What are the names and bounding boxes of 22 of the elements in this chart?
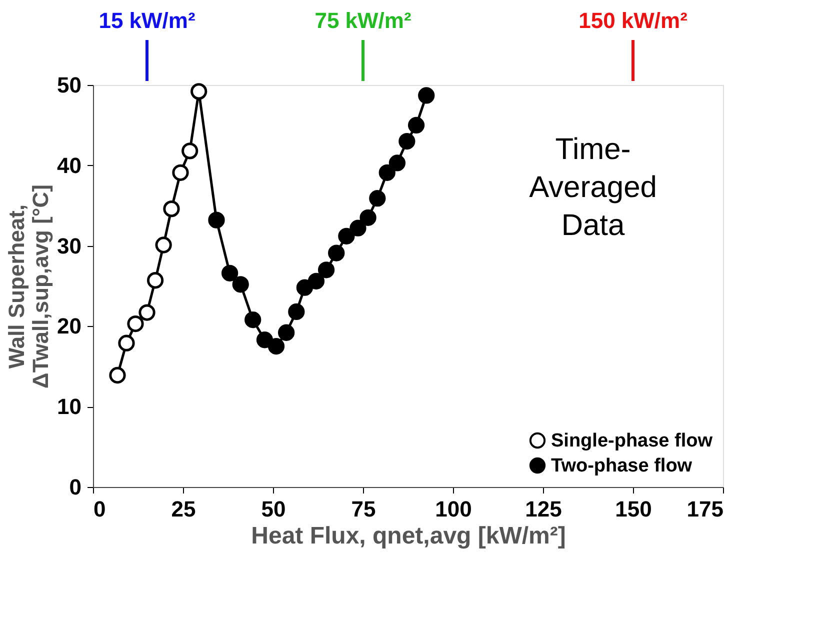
y-tick-label: 20 <box>57 314 82 339</box>
x-tick-label: 175 <box>686 496 724 522</box>
x-tick-label: 125 <box>525 496 562 522</box>
x-tick-label: 0 <box>94 496 106 522</box>
ref-line-label: 15 kW/m² <box>98 8 196 33</box>
x-tick-label: 100 <box>435 496 472 522</box>
ref-line-label: 150 kW/m² <box>578 8 688 33</box>
x-tick-label: 25 <box>171 496 196 522</box>
legend-label: Two-phase flow <box>551 456 692 476</box>
y-tick-label: 30 <box>57 233 82 258</box>
x-tick-label: 50 <box>261 496 286 522</box>
y-axis-title: Wall Superheat, ΔTwall,sup,avg [°C] <box>4 184 54 388</box>
legend-label: Single-phase flow <box>551 430 713 452</box>
y-tick-label: 10 <box>57 394 82 420</box>
annotation: Time-Averaged Data <box>529 133 657 242</box>
ref-line-label: 75 kW/m² <box>314 8 412 33</box>
y-tick-label: 50 <box>57 72 82 98</box>
y-tick-label: 0 <box>69 474 82 500</box>
x-tick-label: 75 <box>351 496 376 522</box>
x-tick-label: 150 <box>615 496 652 522</box>
y-tick-label: 40 <box>57 152 82 178</box>
x-axis-title: Heat Flux, qnet,avg [kW/m²] <box>251 522 566 550</box>
